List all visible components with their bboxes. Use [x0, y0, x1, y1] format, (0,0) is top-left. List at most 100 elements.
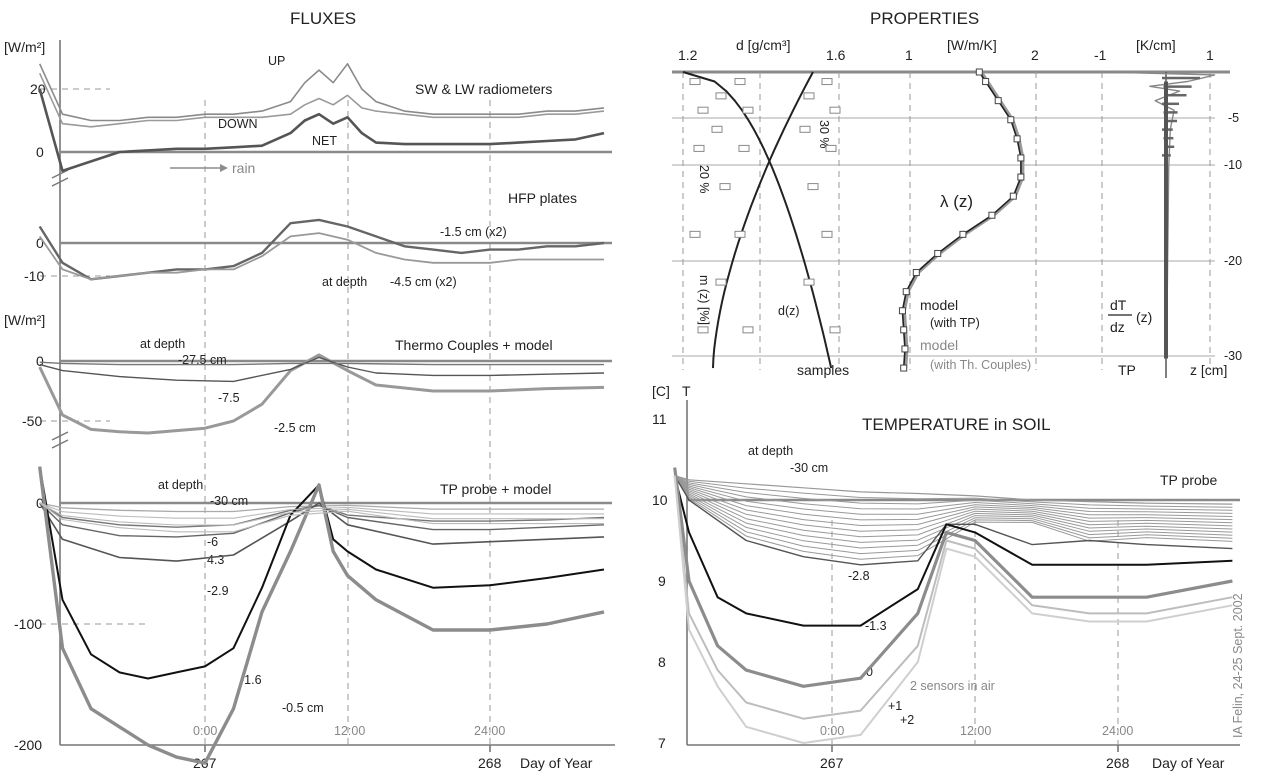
temp-series-fan-7: [674, 475, 1233, 532]
credit-label: IA Felin, 24-25 Sept. 2002: [1231, 593, 1245, 738]
temp-time-0: 0:00: [820, 724, 844, 738]
temp-label-d5: +1: [888, 699, 902, 713]
sample-box: [697, 326, 709, 334]
sample-box: [829, 326, 841, 334]
p3-ytick-0: 0: [36, 353, 44, 369]
temp-label-d4: 0: [866, 665, 873, 679]
fluxes-unit-mid: [W/m²]: [4, 312, 45, 328]
tp-label: TP: [1118, 362, 1136, 378]
lambda-sample: [1007, 116, 1015, 124]
lambda-sample: [959, 230, 967, 238]
properties-depth-grid: [672, 117, 1215, 357]
sample-box: [742, 326, 754, 334]
temp-ytick-11: 11: [652, 411, 667, 427]
gradient-bar: [1162, 76, 1200, 80]
p1-label-down: DOWN: [218, 117, 258, 131]
gradient-bar: [1165, 145, 1175, 149]
model-tp-label: model: [920, 297, 958, 313]
temp-ytick-10: 10: [652, 492, 668, 508]
temp-series-fan-3: [674, 475, 1233, 514]
p1-label-up: UP: [268, 54, 285, 68]
temp-label-d2: -2.8: [848, 569, 870, 583]
lambda-sample: [1017, 173, 1025, 181]
properties-title: PROPERTIES: [870, 9, 979, 28]
sample-box: [711, 125, 723, 133]
p2-ytick-10: -10: [24, 268, 44, 284]
panel2-series-0: [38, 218, 605, 281]
p3-label-d3: -2.5 cm: [274, 421, 316, 435]
axis-break-2: [51, 431, 69, 449]
gradient-bar: [1163, 111, 1178, 114]
p3-label-d2: -7.5: [218, 391, 240, 405]
p4-label-depth: at depth: [158, 478, 203, 492]
temp-xlabel: Day of Year: [1152, 755, 1225, 771]
temp-unit: [C]: [652, 383, 670, 399]
panel2-series-1: [38, 232, 604, 281]
temp-time-12: 12:00: [960, 724, 991, 738]
sample-box: [803, 92, 815, 100]
sample-box: [738, 144, 750, 152]
sample-box: [803, 278, 815, 286]
panel1-series-2: [38, 88, 605, 173]
panel1-series-0: [38, 63, 605, 122]
sample-box: [734, 230, 746, 238]
mv-label: m (z) [%]: [697, 275, 711, 325]
time-label-12: 12:00: [334, 724, 365, 738]
lambda-sample: [975, 68, 983, 76]
grad-top-label: [K/cm]: [1136, 37, 1176, 53]
temp-series-fan-5: [674, 475, 1233, 521]
z-tick-30: -30: [1224, 349, 1242, 363]
p2-label-depth: at depth: [322, 275, 367, 289]
temp-ytick-7: 7: [658, 735, 666, 751]
fluxes-title: FLUXES: [290, 9, 356, 28]
temp-label-d6: +2: [900, 713, 914, 727]
lambda-sample: [898, 307, 906, 315]
p4-label-d6: -0.5 cm: [282, 701, 324, 715]
panel4-series-0: [39, 502, 604, 513]
temp-ytick-8: 8: [658, 654, 666, 670]
sample-box: [719, 183, 731, 191]
panel3-series-2: [39, 361, 604, 366]
temp-series-fan-8: [674, 475, 1233, 538]
density-curve-d: [682, 71, 833, 369]
p1-label-rain: rain: [232, 160, 255, 176]
gradient-core: [1164, 81, 1168, 359]
temp-series-5: [673, 475, 1233, 744]
panel3-series-0: [38, 353, 605, 435]
density-top-label: d [g/cm³]: [736, 37, 790, 53]
p2-label-lower: -4.5 cm (x2): [390, 275, 457, 289]
p2-title: HFP plates: [508, 190, 577, 206]
rain-arrow-head: [220, 164, 228, 172]
sample-box: [799, 125, 811, 133]
gradient-bar: [1165, 93, 1187, 97]
density-tick-12: 1.2: [678, 47, 698, 63]
sample-box: [689, 78, 701, 86]
lambda-sample: [901, 345, 909, 353]
temp-probe-label: TP probe: [1160, 472, 1218, 488]
cond-top-label: [W/m/K]: [947, 37, 997, 53]
grad-tick-1: 1: [1206, 47, 1214, 63]
sample-box: [689, 230, 701, 238]
p1-ytick-0: 0: [36, 144, 44, 160]
z-tick-10: -10: [1224, 158, 1242, 172]
sample-box: [807, 183, 819, 191]
temp-series-1: [674, 475, 1233, 566]
gradient-bar: [1165, 119, 1178, 123]
cond-tick-1: 1: [905, 47, 913, 63]
gradient-bar: [1163, 136, 1174, 140]
model-tc-sub: (with Th. Couples): [930, 358, 1031, 372]
panel4-series-fan-2: [39, 502, 604, 526]
p3-label-d1: -27.5 cm: [178, 353, 227, 367]
panel4-series-fan-3: [39, 502, 604, 533]
dtdz-den: dz: [1110, 319, 1125, 335]
p2-label-upper: -1.5 cm (x2): [440, 225, 507, 239]
z-tick-5: -5: [1228, 111, 1239, 125]
p4-title: TP probe + model: [440, 481, 551, 497]
temp-label-air: 2 sensors in air: [910, 679, 995, 693]
temp-series-fan-12: [674, 475, 1233, 560]
temp-label-d3: -1.3: [865, 619, 887, 633]
p3-ytick-50: -50: [22, 413, 42, 429]
p3-title: Thermo Couples + model: [395, 337, 553, 353]
lambda-label: λ (z): [940, 192, 973, 211]
temp-xtick-268-label: 268: [1106, 755, 1130, 771]
